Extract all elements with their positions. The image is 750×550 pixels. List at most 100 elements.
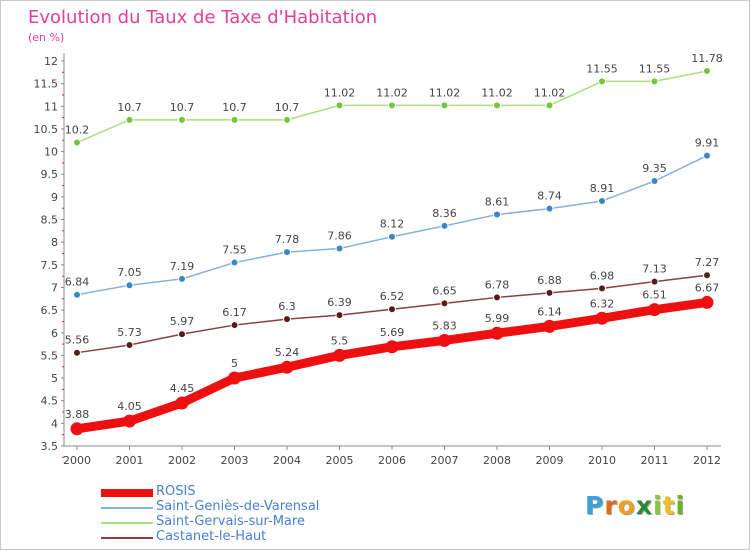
legend-swatch-saint-gervais [101, 522, 153, 524]
y-tick-label: 9 [51, 191, 58, 204]
data-point-saint-geni-s-de-varensal [493, 210, 501, 219]
logo-letter: i [675, 491, 686, 520]
data-label-castanet-le-haut: 6.65 [432, 284, 457, 297]
y-tick-label: 10.5 [34, 123, 59, 136]
data-point-rosis [333, 348, 346, 362]
data-point-castanet-le-haut [178, 330, 186, 339]
logo-letter: P [585, 491, 605, 520]
data-label-castanet-le-haut: 7.27 [695, 256, 720, 269]
x-tick-label: 2005 [326, 454, 354, 467]
data-label-rosis: 6.51 [642, 289, 667, 302]
data-label-saint-gervais-sur-mare: 11.02 [324, 86, 356, 99]
legend-swatch-rosis [101, 489, 153, 497]
data-label-saint-geni-s-de-varensal: 9.35 [642, 162, 667, 175]
data-label-saint-gervais-sur-mare: 11.02 [429, 86, 461, 99]
data-label-saint-geni-s-de-varensal: 8.61 [485, 196, 510, 209]
y-tick-label: 12 [44, 55, 58, 68]
y-tick-label: 4.5 [41, 395, 59, 408]
data-label-saint-geni-s-de-varensal: 7.19 [170, 260, 195, 273]
data-point-castanet-le-haut [283, 315, 291, 324]
legend-label-saint-gervais: Saint-Gervais-sur-Mare [156, 514, 305, 529]
data-label-saint-gervais-sur-mare: 11.02 [481, 86, 513, 99]
legend-item-castanet: Castanet-le-Haut [101, 529, 401, 545]
data-label-rosis: 5.24 [275, 346, 300, 359]
y-tick-label: 9.5 [41, 168, 59, 181]
data-label-rosis: 4.45 [170, 382, 195, 395]
y-tick-label: 11.5 [34, 78, 59, 91]
data-point-saint-gervais-sur-mare [440, 101, 449, 110]
data-label-saint-gervais-sur-mare: 11.78 [691, 52, 723, 65]
data-point-castanet-le-haut [493, 293, 501, 302]
data-point-saint-geni-s-de-varensal [73, 290, 81, 299]
data-label-saint-geni-s-de-varensal: 7.55 [222, 244, 247, 257]
data-point-castanet-le-haut [598, 284, 606, 293]
y-tick-label: 10 [44, 146, 58, 159]
data-point-saint-gervais-sur-mare [335, 101, 344, 110]
data-label-saint-gervais-sur-mare: 10.7 [170, 101, 195, 114]
data-point-saint-gervais-sur-mare [703, 66, 711, 75]
x-tick-label: 2001 [116, 454, 144, 467]
data-point-castanet-le-haut [545, 288, 554, 297]
data-point-castanet-le-haut [650, 277, 659, 286]
legend-swatch-saint-genies [101, 507, 153, 509]
data-point-saint-geni-s-de-varensal [335, 244, 344, 253]
data-label-castanet-le-haut: 6.98 [590, 269, 615, 282]
x-tick-label: 2003 [221, 454, 249, 467]
data-point-saint-gervais-sur-mare [230, 115, 239, 124]
x-tick-label: 2006 [378, 454, 406, 467]
y-tick-label: 4 [51, 417, 58, 430]
x-tick-label: 2009 [536, 454, 564, 467]
data-label-saint-gervais-sur-mare: 11.02 [376, 86, 408, 99]
legend-label-rosis: ROSIS [156, 484, 196, 499]
data-point-castanet-le-haut [335, 311, 344, 320]
data-label-castanet-le-haut: 5.97 [170, 315, 195, 328]
data-label-saint-geni-s-de-varensal: 9.91 [695, 137, 720, 150]
data-point-rosis [280, 360, 294, 374]
data-point-saint-gervais-sur-mare [598, 77, 606, 86]
chart-subtitle: (en %) [28, 31, 65, 44]
y-tick-label: 5 [51, 372, 58, 385]
data-label-castanet-le-haut: 6.39 [327, 296, 352, 309]
logo-letter: x [635, 491, 653, 520]
data-label-saint-geni-s-de-varensal: 8.91 [590, 182, 615, 195]
data-point-saint-gervais-sur-mare [178, 115, 186, 124]
data-label-rosis: 4.05 [117, 400, 142, 413]
data-label-saint-gervais-sur-mare: 11.55 [586, 62, 618, 75]
data-point-saint-geni-s-de-varensal [230, 258, 239, 267]
data-point-saint-geni-s-de-varensal [440, 221, 449, 230]
chart-title: Evolution du Taux de Taxe d'Habitation [28, 7, 378, 28]
data-point-saint-geni-s-de-varensal [703, 151, 711, 160]
data-label-saint-geni-s-de-varensal: 8.74 [537, 190, 562, 203]
data-label-castanet-le-haut: 6.3 [278, 300, 296, 313]
data-point-castanet-le-haut [230, 321, 239, 330]
data-point-castanet-le-haut [73, 348, 81, 357]
data-point-castanet-le-haut [703, 271, 711, 280]
legend-label-castanet: Castanet-le-Haut [156, 529, 267, 544]
data-label-saint-gervais-sur-mare: 10.7 [275, 101, 300, 114]
y-tick-label: 7 [51, 281, 58, 294]
legend: ROSIS Saint-Geniès-de-Varensal Saint-Ger… [101, 484, 401, 545]
legend-label-saint-genies: Saint-Geniès-de-Varensal [156, 499, 320, 514]
x-tick-label: 2010 [588, 454, 616, 467]
data-label-rosis: 6.14 [537, 305, 562, 318]
data-point-rosis [648, 303, 661, 317]
proxiti-logo: Proxiti [585, 491, 685, 520]
data-point-rosis [70, 422, 84, 436]
data-label-saint-geni-s-de-varensal: 7.78 [275, 233, 300, 246]
data-label-castanet-le-haut: 5.56 [65, 334, 90, 347]
data-label-rosis: 5.99 [485, 312, 510, 325]
data-point-saint-geni-s-de-varensal [178, 274, 186, 283]
data-label-saint-geni-s-de-varensal: 6.84 [65, 276, 90, 289]
data-label-castanet-le-haut: 6.78 [485, 278, 510, 291]
data-point-saint-gervais-sur-mare [493, 101, 501, 110]
data-label-rosis: 6.67 [695, 281, 720, 294]
data-point-saint-geni-s-de-varensal [650, 177, 659, 186]
data-label-rosis: 5.83 [432, 319, 457, 332]
logo-letter: i [653, 491, 663, 520]
data-label-rosis: 5 [231, 357, 238, 370]
data-point-saint-geni-s-de-varensal [545, 204, 554, 213]
data-point-saint-geni-s-de-varensal [598, 196, 606, 205]
data-label-saint-geni-s-de-varensal: 8.12 [380, 218, 405, 231]
x-tick-label: 2000 [63, 454, 91, 467]
